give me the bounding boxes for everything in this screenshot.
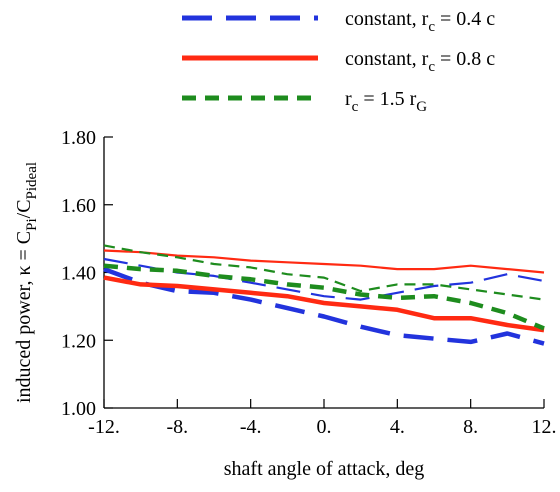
series-line-5: [103, 263, 545, 331]
x-tick-label: 4.: [390, 416, 405, 438]
x-tick-label: -4.: [240, 416, 262, 438]
legend: constant, rc = 0.4 c constant, rc = 0.8 c…: [182, 8, 495, 115]
x-tick-label: 0.: [317, 416, 332, 438]
y-tick-label: 1.20: [61, 330, 96, 352]
x-tick-label: 8.: [463, 416, 478, 438]
legend-label-3: rc = 1.5 rG: [345, 88, 427, 115]
y-tick-label: 1.40: [61, 263, 96, 285]
y-tick-label: 1.00: [61, 398, 96, 420]
legend-label-1: constant, rc = 0.4 c: [345, 8, 495, 35]
y-axis-label: induced power, κ = CPi/CPideal: [13, 162, 40, 403]
legend-label-2: constant, rc = 0.8 c: [345, 48, 495, 75]
series-line-4: [103, 249, 545, 274]
y-tick-label: 1.80: [61, 127, 96, 149]
series-line-6: [103, 244, 545, 301]
series-line-3: [103, 275, 545, 333]
x-tick-label: -12.: [88, 416, 120, 438]
series-line-1: [103, 266, 545, 346]
x-tick-label: -8.: [166, 416, 188, 438]
x-axis-label: shaft angle of attack, deg: [224, 458, 424, 480]
y-tick-label: 1.60: [61, 195, 96, 217]
axes: -12. -8. -4. 0. 4. 8. 12. 1.00 1.20 1.40 1.60 1.80: [61, 127, 557, 438]
series-layer: [103, 244, 545, 346]
x-tick-label: 12.: [532, 416, 557, 438]
